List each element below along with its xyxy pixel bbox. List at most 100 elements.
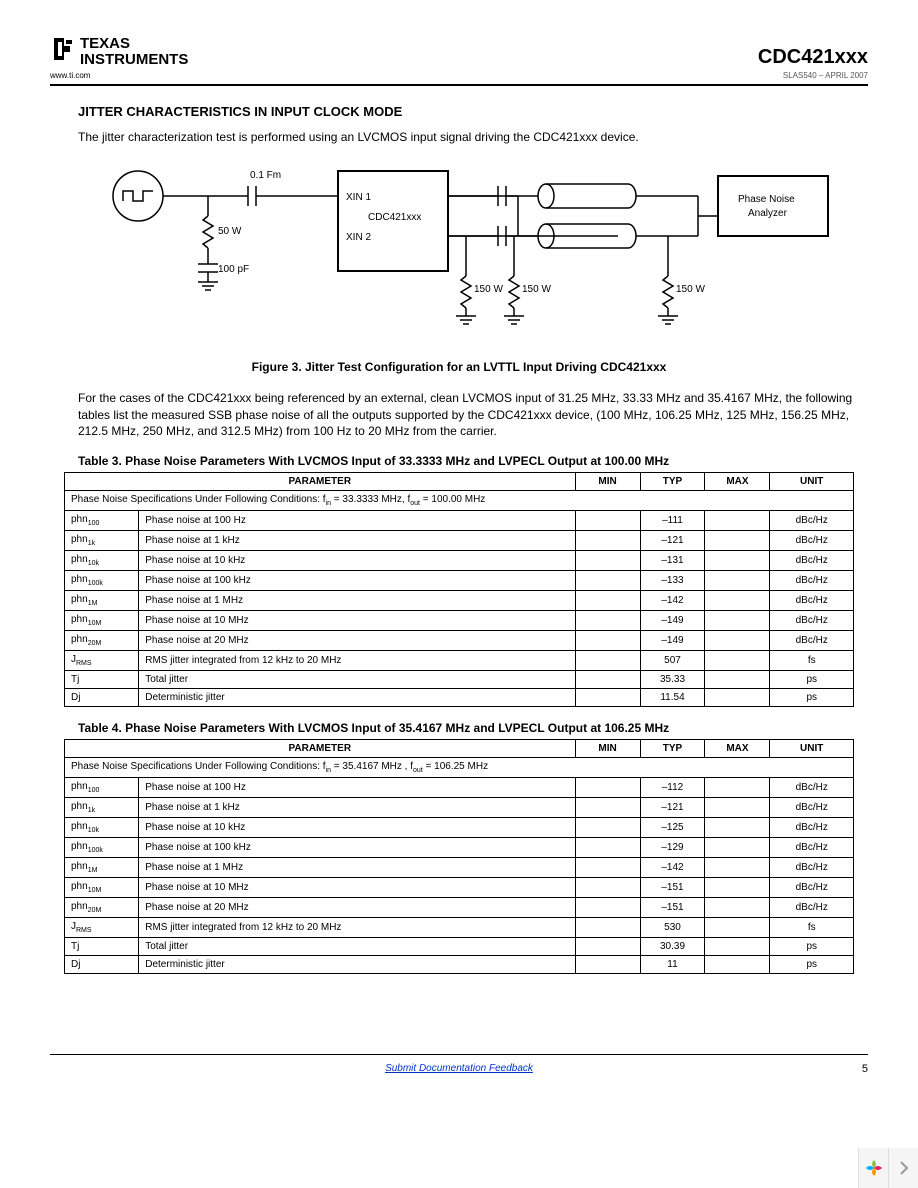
max-value — [705, 571, 770, 591]
param-desc: Deterministic jitter — [139, 689, 575, 707]
max-value — [705, 631, 770, 651]
param-desc: RMS jitter integrated from 12 kHz to 20 … — [139, 651, 575, 671]
th-typ: TYP — [640, 740, 705, 758]
table-4-caption: Table 4. Phase Noise Parameters With LVC… — [78, 721, 868, 735]
unit-value: dBc/Hz — [770, 591, 854, 611]
logo-bottom-text: INSTRUMENTS — [80, 51, 188, 68]
r-50w-label: 50 W — [218, 226, 242, 237]
param-symbol: phn100k — [65, 571, 139, 591]
param-symbol: phn1M — [65, 858, 139, 878]
param-desc: Phase noise at 100 Hz — [139, 778, 575, 798]
cond-in: = 33.3333 MHz, f — [331, 494, 410, 505]
table-row: JRMSRMS jitter integrated from 12 kHz to… — [65, 918, 854, 938]
table-row: phn10MPhase noise at 10 MHz–151dBc/Hz — [65, 878, 854, 898]
chip-pin1-label: XIN 1 — [346, 192, 371, 203]
cond-out: = 100.00 MHz — [420, 494, 485, 505]
typ-value: –149 — [640, 611, 705, 631]
typ-value: 11.54 — [640, 689, 705, 707]
max-value — [705, 918, 770, 938]
table-row: DjDeterministic jitter11ps — [65, 956, 854, 974]
min-value — [575, 818, 640, 838]
unit-value: dBc/Hz — [770, 838, 854, 858]
table-row: TjTotal jitter35.33ps — [65, 671, 854, 689]
max-value — [705, 956, 770, 974]
typ-value: –111 — [640, 511, 705, 531]
c-100pf-label: 100 pF — [218, 264, 249, 275]
table-row: TjTotal jitter30.39ps — [65, 938, 854, 956]
max-value — [705, 938, 770, 956]
analyzer-label2: Analyzer — [748, 208, 788, 219]
min-value — [575, 838, 640, 858]
table-row: phn100kPhase noise at 100 kHz–133dBc/Hz — [65, 571, 854, 591]
param-desc: Phase noise at 20 MHz — [139, 631, 575, 651]
max-value — [705, 611, 770, 631]
param-symbol: Dj — [65, 689, 139, 707]
param-desc: Deterministic jitter — [139, 956, 575, 974]
max-value — [705, 838, 770, 858]
min-value — [575, 651, 640, 671]
min-value — [575, 671, 640, 689]
cond-prefix: Phase Noise Specifications Under Followi… — [71, 761, 326, 772]
analyzer-label1: Phase Noise — [738, 194, 795, 205]
unit-value: dBc/Hz — [770, 898, 854, 918]
param-desc: Phase noise at 10 kHz — [139, 551, 575, 571]
section-title: JITTER CHARACTERISTICS IN INPUT CLOCK MO… — [78, 104, 868, 119]
unit-value: dBc/Hz — [770, 798, 854, 818]
param-symbol: phn100 — [65, 511, 139, 531]
param-desc: Phase noise at 1 MHz — [139, 591, 575, 611]
term2-label: 150 W — [522, 284, 551, 295]
logo-url: www.ti.com — [50, 72, 200, 80]
min-value — [575, 898, 640, 918]
table-row: phn10kPhase noise at 10 kHz–125dBc/Hz — [65, 818, 854, 838]
logo-top-text: TEXAS — [80, 35, 130, 52]
param-symbol: phn10k — [65, 818, 139, 838]
param-symbol: Tj — [65, 938, 139, 956]
param-desc: Total jitter — [139, 938, 575, 956]
circuit-svg: 0.1 Fm 50 W 100 pF XIN 1 XIN 2 CDC421xxx… — [78, 156, 838, 346]
table-row: phn10MPhase noise at 10 MHz–149dBc/Hz — [65, 611, 854, 631]
typ-value: –142 — [640, 858, 705, 878]
typ-value: –131 — [640, 551, 705, 571]
param-symbol: phn10M — [65, 878, 139, 898]
th-typ: TYP — [640, 473, 705, 491]
th-max: MAX — [705, 473, 770, 491]
page-header: TEXAS INSTRUMENTS www.ti.com CDC421xxx S… — [50, 30, 868, 86]
table-row: phn100kPhase noise at 100 kHz–129dBc/Hz — [65, 838, 854, 858]
footer-link[interactable]: Submit Documentation Feedback — [50, 1063, 868, 1074]
param-symbol: Tj — [65, 671, 139, 689]
max-value — [705, 689, 770, 707]
min-value — [575, 918, 640, 938]
param-desc: Phase noise at 1 MHz — [139, 858, 575, 878]
typ-value: 30.39 — [640, 938, 705, 956]
min-value — [575, 798, 640, 818]
chip-name-label: CDC421xxx — [368, 212, 421, 223]
unit-value: fs — [770, 651, 854, 671]
th-parameter: PARAMETER — [65, 473, 576, 491]
min-value — [575, 778, 640, 798]
viewer-corner-widget — [858, 1148, 918, 1188]
doc-sub: SLAS540 – APRIL 2007 — [758, 71, 868, 80]
table-row: DjDeterministic jitter11.54ps — [65, 689, 854, 707]
min-value — [575, 511, 640, 531]
table-condition-row: Phase Noise Specifications Under Followi… — [65, 491, 854, 511]
min-value — [575, 571, 640, 591]
table-3-caption: Table 3. Phase Noise Parameters With LVC… — [78, 454, 868, 468]
corner-logo-icon[interactable] — [858, 1148, 888, 1188]
cap1-label: 0.1 Fm — [250, 170, 281, 181]
typ-value: –121 — [640, 798, 705, 818]
page-footer: Submit Documentation Feedback 5 — [50, 1054, 868, 1084]
table-condition-row: Phase Noise Specifications Under Followi… — [65, 758, 854, 778]
typ-value: –142 — [640, 591, 705, 611]
min-value — [575, 878, 640, 898]
typ-value: –149 — [640, 631, 705, 651]
param-desc: Phase noise at 100 kHz — [139, 571, 575, 591]
cond-out: = 106.25 MHz — [423, 761, 488, 772]
param-desc: Phase noise at 10 MHz — [139, 878, 575, 898]
max-value — [705, 878, 770, 898]
param-symbol: phn100 — [65, 778, 139, 798]
table-row: phn1MPhase noise at 1 MHz–142dBc/Hz — [65, 858, 854, 878]
param-desc: Phase noise at 10 MHz — [139, 611, 575, 631]
doc-title-block: CDC421xxx SLAS540 – APRIL 2007 — [758, 46, 868, 80]
next-page-button[interactable] — [888, 1148, 918, 1188]
intro-paragraph: The jitter characterization test is perf… — [78, 129, 868, 146]
